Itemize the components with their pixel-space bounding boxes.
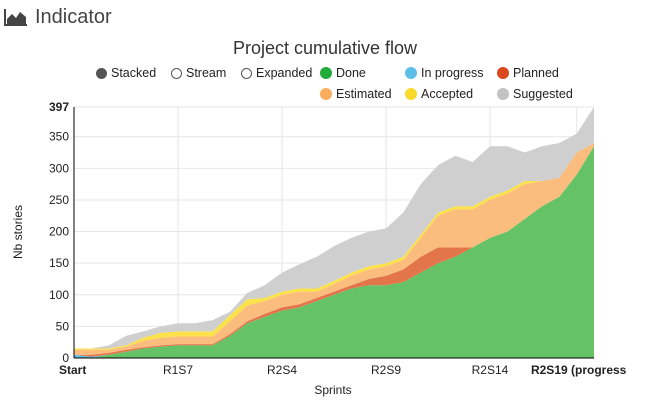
- mode-stream-option[interactable]: Stream: [171, 66, 226, 80]
- legend-estimated[interactable]: Estimated: [320, 87, 392, 101]
- axes: 0 50 100 150 200 250 300 350 397 Start R1S7 R2S4 R2S…: [49, 100, 627, 377]
- mode-label: Expanded: [256, 66, 313, 80]
- x-tick-label: Start: [59, 363, 86, 377]
- legend-label: Suggested: [513, 87, 573, 101]
- legend-in-progress[interactable]: In progress: [405, 66, 484, 80]
- mode-label: Stacked: [111, 66, 157, 80]
- radio-icon: [171, 67, 182, 79]
- legend-planned[interactable]: Planned: [497, 66, 559, 80]
- y-axis-title: Nb stories: [11, 205, 25, 259]
- y-tick-label: 350: [49, 130, 69, 144]
- x-tick-label: R2S14: [472, 363, 509, 377]
- chart-legend: Stacked Stream Expanded Done In progress…: [0, 0, 650, 101]
- radio-icon: [96, 67, 107, 79]
- y-tick-label: 100: [49, 288, 69, 302]
- legend-dot-icon: [405, 88, 417, 100]
- legend-dot-icon: [320, 88, 332, 100]
- y-tick-label: 397: [49, 100, 69, 114]
- legend-label: Accepted: [421, 87, 474, 101]
- y-tick-label: 150: [49, 256, 69, 270]
- stacked-areas: [74, 107, 594, 358]
- y-tick-label: 0: [62, 351, 69, 365]
- legend-dot-icon: [405, 67, 417, 79]
- y-tick-label: 250: [49, 193, 69, 207]
- legend-label: Planned: [513, 66, 559, 80]
- radio-icon: [241, 67, 252, 79]
- legend-done[interactable]: Done: [320, 66, 366, 80]
- legend-dot-icon: [497, 88, 509, 100]
- legend-label: In progress: [421, 66, 484, 80]
- legend-accepted[interactable]: Accepted: [405, 87, 473, 101]
- x-tick-label: R1S7: [163, 363, 193, 377]
- panel-header: Indicator: [0, 0, 112, 34]
- y-tick-label: 50: [56, 319, 70, 333]
- legend-label: Estimated: [336, 87, 392, 101]
- mode-stacked-option[interactable]: Stacked: [96, 66, 156, 80]
- legend-suggested[interactable]: Suggested: [497, 87, 573, 101]
- area-chart-icon: [4, 9, 27, 26]
- x-axis-title: Sprints: [314, 383, 351, 397]
- mode-label: Stream: [186, 66, 227, 80]
- area-suggested[interactable]: [74, 107, 594, 349]
- x-tick-label: R2S9: [371, 363, 401, 377]
- y-tick-label: 300: [49, 161, 69, 175]
- area-done[interactable]: [74, 146, 594, 358]
- legend-dot-icon: [320, 67, 332, 79]
- x-tick-label: R2S4: [267, 363, 297, 377]
- x-tick-label: R2S19 (progress: [531, 363, 627, 377]
- chart-title: Project cumulative flow: [232, 38, 418, 58]
- panel-title: Indicator: [35, 5, 112, 28]
- legend-label: Done: [336, 66, 366, 80]
- y-tick-label: 200: [49, 225, 69, 239]
- legend-dot-icon: [497, 67, 509, 79]
- mode-expanded-option[interactable]: Expanded: [241, 66, 312, 80]
